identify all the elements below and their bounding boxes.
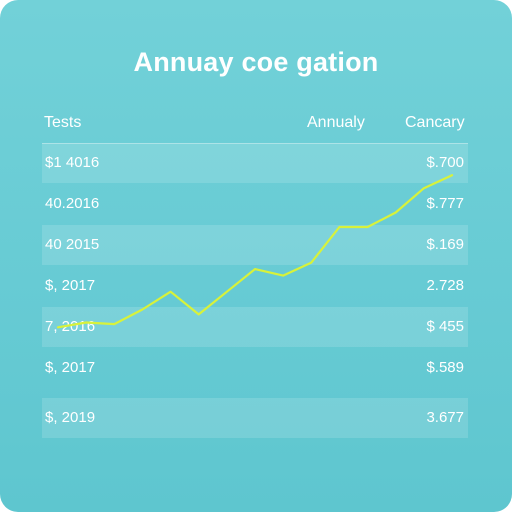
row-left-value: $, 2019 <box>45 409 96 426</box>
row-right-value: $.700 <box>426 154 464 171</box>
chart-title: Annuay coe gation <box>133 47 379 77</box>
header-cancary: Cancary <box>405 114 465 131</box>
table-row: 7, 2016 $ 455 <box>42 307 468 347</box>
row-right-value: $.589 <box>426 359 464 376</box>
row-left-value: 40.2016 <box>45 195 100 212</box>
table-row: $1 4016 $.700 <box>42 143 468 183</box>
table-row: $, 2017 2.728 <box>42 266 468 306</box>
table-header: Tests Annualy Cancary <box>0 114 512 136</box>
row-right-value: $.169 <box>426 236 464 253</box>
table-row: 40.2016 $.777 <box>42 184 468 224</box>
row-left-value: $, 2017 <box>45 359 96 376</box>
header-divider <box>42 143 468 144</box>
row-left-value: 7, 2016 <box>45 318 96 335</box>
row-left-value: 40 2015 <box>45 236 100 253</box>
row-left-value: $1 4016 <box>45 154 100 171</box>
header-tests: Tests <box>44 114 82 131</box>
row-right-value: $ 455 <box>426 318 464 335</box>
row-right-value: 3.677 <box>426 409 464 426</box>
table-row: 40 2015 $.169 <box>42 225 468 265</box>
table-row: $, 2017 $.589 <box>42 348 468 388</box>
row-right-value: $.777 <box>426 195 464 212</box>
table-row: $, 2019 3.677 <box>42 398 468 438</box>
header-annual: Annualy <box>307 114 365 131</box>
row-right-value: 2.728 <box>426 277 464 294</box>
row-left-value: $, 2017 <box>45 277 96 294</box>
